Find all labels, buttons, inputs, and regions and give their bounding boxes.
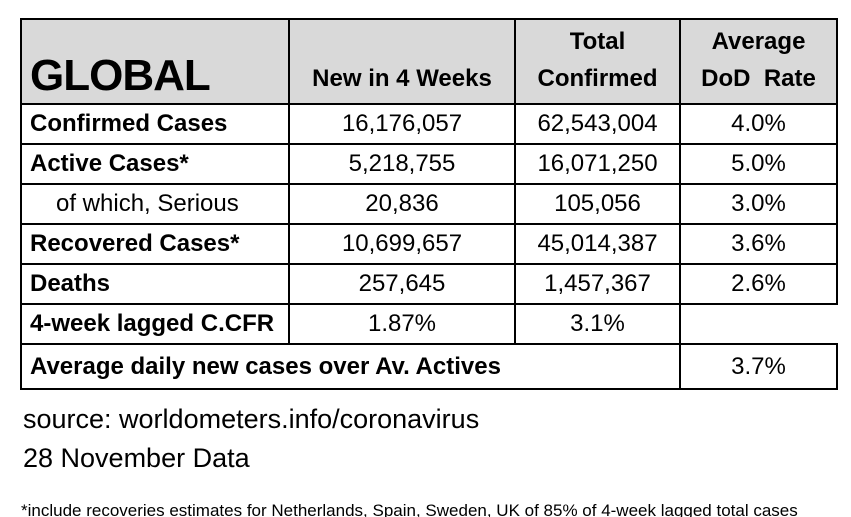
table-row-confirmed-cases: Confirmed Cases 16,176,057 62,543,004 4.…: [20, 103, 838, 145]
column-header-label: New in 4 Weeks: [312, 65, 492, 92]
summary-average-dod-rate: 3.7%: [679, 343, 838, 390]
source-text: source: worldometers.info/coronavirus: [23, 404, 480, 434]
cell-total-confirmed: 45,014,387: [514, 223, 681, 265]
table-row-of-which-serious: of which, Serious 20,836 105,056 3.0%: [20, 183, 838, 225]
column-header-line-1: Average: [711, 28, 806, 55]
table-header-row: GLOBAL New in 4 Weeks Total Confirmed Av…: [20, 18, 838, 105]
cell-total-confirmed: 105,056: [514, 183, 681, 225]
cell-average-dod-rate: 2.6%: [679, 263, 838, 305]
report-table-block: GLOBAL New in 4 Weeks Total Confirmed Av…: [20, 18, 838, 517]
footnote-text: *include recoveries estimates for Nether…: [21, 501, 798, 517]
cell-average-dod-rate: 4.0%: [679, 103, 838, 145]
cell-total-confirmed: 3.1%: [514, 303, 681, 345]
table-title: GLOBAL: [20, 18, 290, 105]
column-header-line-1: Total: [569, 28, 626, 55]
cell-new-in-4-weeks: 20,836: [288, 183, 516, 225]
cell-total-confirmed: 16,071,250: [514, 143, 681, 185]
cell-total-confirmed: 1,457,367: [514, 263, 681, 305]
cell-new-in-4-weeks: 16,176,057: [288, 103, 516, 145]
cell-new-in-4-weeks: 1.87%: [288, 303, 516, 345]
row-label: of which, Serious: [20, 183, 290, 225]
global-covid-table: GLOBAL New in 4 Weeks Total Confirmed Av…: [20, 18, 838, 390]
data-date-text: 28 November Data: [23, 443, 250, 473]
column-header-new-in-4-weeks: New in 4 Weeks: [288, 18, 516, 105]
column-header-line-2: DoD Rate: [701, 65, 816, 92]
cell-new-in-4-weeks: 257,645: [288, 263, 516, 305]
column-header-average-dod-rate: Average DoD Rate: [679, 18, 838, 105]
column-header-total-confirmed: Total Confirmed: [514, 18, 681, 105]
cell-average-dod-rate-empty: [679, 303, 837, 345]
table-row-deaths: Deaths 257,645 1,457,367 2.6%: [20, 263, 838, 305]
row-label: Active Cases*: [20, 143, 290, 185]
table-row-summary: Average daily new cases over Av. Actives…: [20, 343, 838, 390]
cell-average-dod-rate: 3.0%: [679, 183, 838, 225]
row-label: Recovered Cases*: [20, 223, 290, 265]
row-label: 4-week lagged C.CFR: [20, 303, 290, 345]
table-row-recovered-cases: Recovered Cases* 10,699,657 45,014,387 3…: [20, 223, 838, 265]
column-header-line-2: Confirmed: [537, 65, 658, 92]
cell-average-dod-rate: 3.6%: [679, 223, 838, 265]
table-row-active-cases: Active Cases* 5,218,755 16,071,250 5.0%: [20, 143, 838, 185]
cell-average-dod-rate: 5.0%: [679, 143, 838, 185]
cell-new-in-4-weeks: 10,699,657: [288, 223, 516, 265]
summary-label: Average daily new cases over Av. Actives: [20, 343, 681, 390]
table-row-4-week-lagged-ccfr: 4-week lagged C.CFR 1.87% 3.1%: [20, 303, 837, 345]
cell-new-in-4-weeks: 5,218,755: [288, 143, 516, 185]
row-label: Deaths: [20, 263, 290, 305]
row-label: Confirmed Cases: [20, 103, 290, 145]
cell-total-confirmed: 62,543,004: [514, 103, 681, 145]
